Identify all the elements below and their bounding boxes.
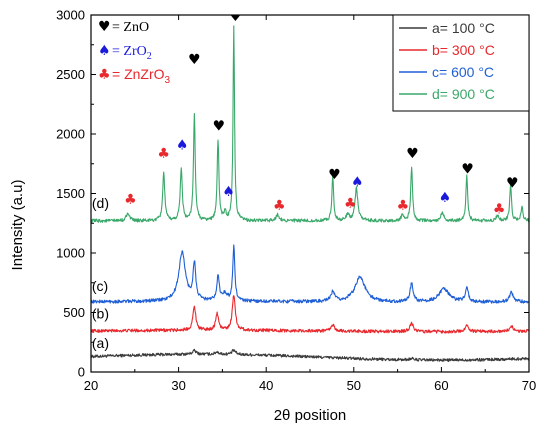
- phase-key-symbol: ♥: [98, 19, 111, 35]
- peak-marker: ♥: [506, 176, 519, 192]
- x-tick-label: 70: [522, 378, 536, 393]
- curve-label: (b): [92, 305, 109, 321]
- phase-key-subscript: 2: [147, 51, 152, 62]
- legend-box: [392, 14, 530, 112]
- y-tick-label: 500: [63, 305, 85, 320]
- peak-marker: ♣: [157, 146, 170, 162]
- peak-marker: ♥: [328, 167, 341, 183]
- plot-area: (a) (b) (c) (d) ♥ ♥ ♥ ♥ ♥ ♥ ♥ ♠ ♠ ♠ ♠ ♣ ♣ ♣ ♣ ♣ ♣: [91, 9, 529, 362]
- y-tick-label: 2000: [56, 127, 85, 142]
- y-tick-label: 1500: [56, 186, 85, 201]
- phase-key-label: = ZnO: [112, 20, 149, 35]
- legend-label: c= 600 °C: [432, 64, 494, 80]
- peak-marker: ♥: [229, 9, 242, 25]
- x-axis-title: 2θ position: [274, 407, 347, 424]
- peak-marker: ♥: [188, 52, 201, 68]
- x-tick-label: 50: [347, 378, 361, 393]
- phase-key-label: = ZnZrO3: [112, 66, 171, 86]
- y-axis-title: Intensity (a.u): [9, 180, 26, 271]
- x-tick-label: 40: [259, 378, 273, 393]
- legend: a= 100 °C b= 300 °C c= 600 °C d= 900 °C: [392, 14, 530, 112]
- x-tick-label: 20: [84, 378, 98, 393]
- curve-label: (c): [92, 278, 108, 294]
- peak-marker: ♣: [124, 192, 137, 208]
- series-d-line: [91, 25, 529, 223]
- curve-label: (d): [92, 195, 109, 211]
- series-b-line: [91, 295, 529, 334]
- y-tick-label: 1000: [56, 246, 85, 261]
- peak-marker: ♠: [351, 174, 364, 190]
- legend-label: a= 100 °C: [432, 20, 495, 36]
- series-c-line: [91, 244, 529, 304]
- peak-marker: ♣: [493, 202, 506, 218]
- axes: 20 30 40 50 60 70 0 500 1000 1500 2000 2500 3000: [56, 8, 536, 394]
- peak-marker: ♣: [344, 196, 357, 212]
- y-tick-label: 0: [78, 365, 85, 380]
- phase-key: ♥ = ZnO♠ = ZrO2♣ = ZnZrO3: [98, 19, 171, 86]
- legend-label: b= 300 °C: [432, 42, 495, 58]
- legend-label: d= 900 °C: [432, 86, 495, 102]
- x-tick-label: 60: [434, 378, 448, 393]
- phase-key-label: = ZrO2: [112, 44, 152, 62]
- x-tick-label: 30: [171, 378, 185, 393]
- peak-marker: ♥: [213, 118, 226, 134]
- series-a-line: [91, 348, 529, 362]
- phase-key-symbol: ♣: [98, 67, 111, 83]
- curve-label: (a): [92, 335, 109, 351]
- y-tick-label: 3000: [56, 8, 85, 23]
- peak-marker: ♠: [439, 190, 452, 206]
- peak-marker: ♣: [273, 198, 286, 214]
- phase-key-symbol: ♠: [98, 43, 111, 59]
- phase-key-subscript: 3: [165, 75, 171, 86]
- peak-marker: ♣: [397, 198, 410, 214]
- y-tick-label: 2500: [56, 67, 85, 82]
- peak-marker: ♥: [461, 161, 474, 177]
- peak-marker: ♠: [222, 184, 235, 200]
- peak-marker: ♠: [176, 137, 189, 153]
- peak-marker: ♥: [406, 146, 419, 162]
